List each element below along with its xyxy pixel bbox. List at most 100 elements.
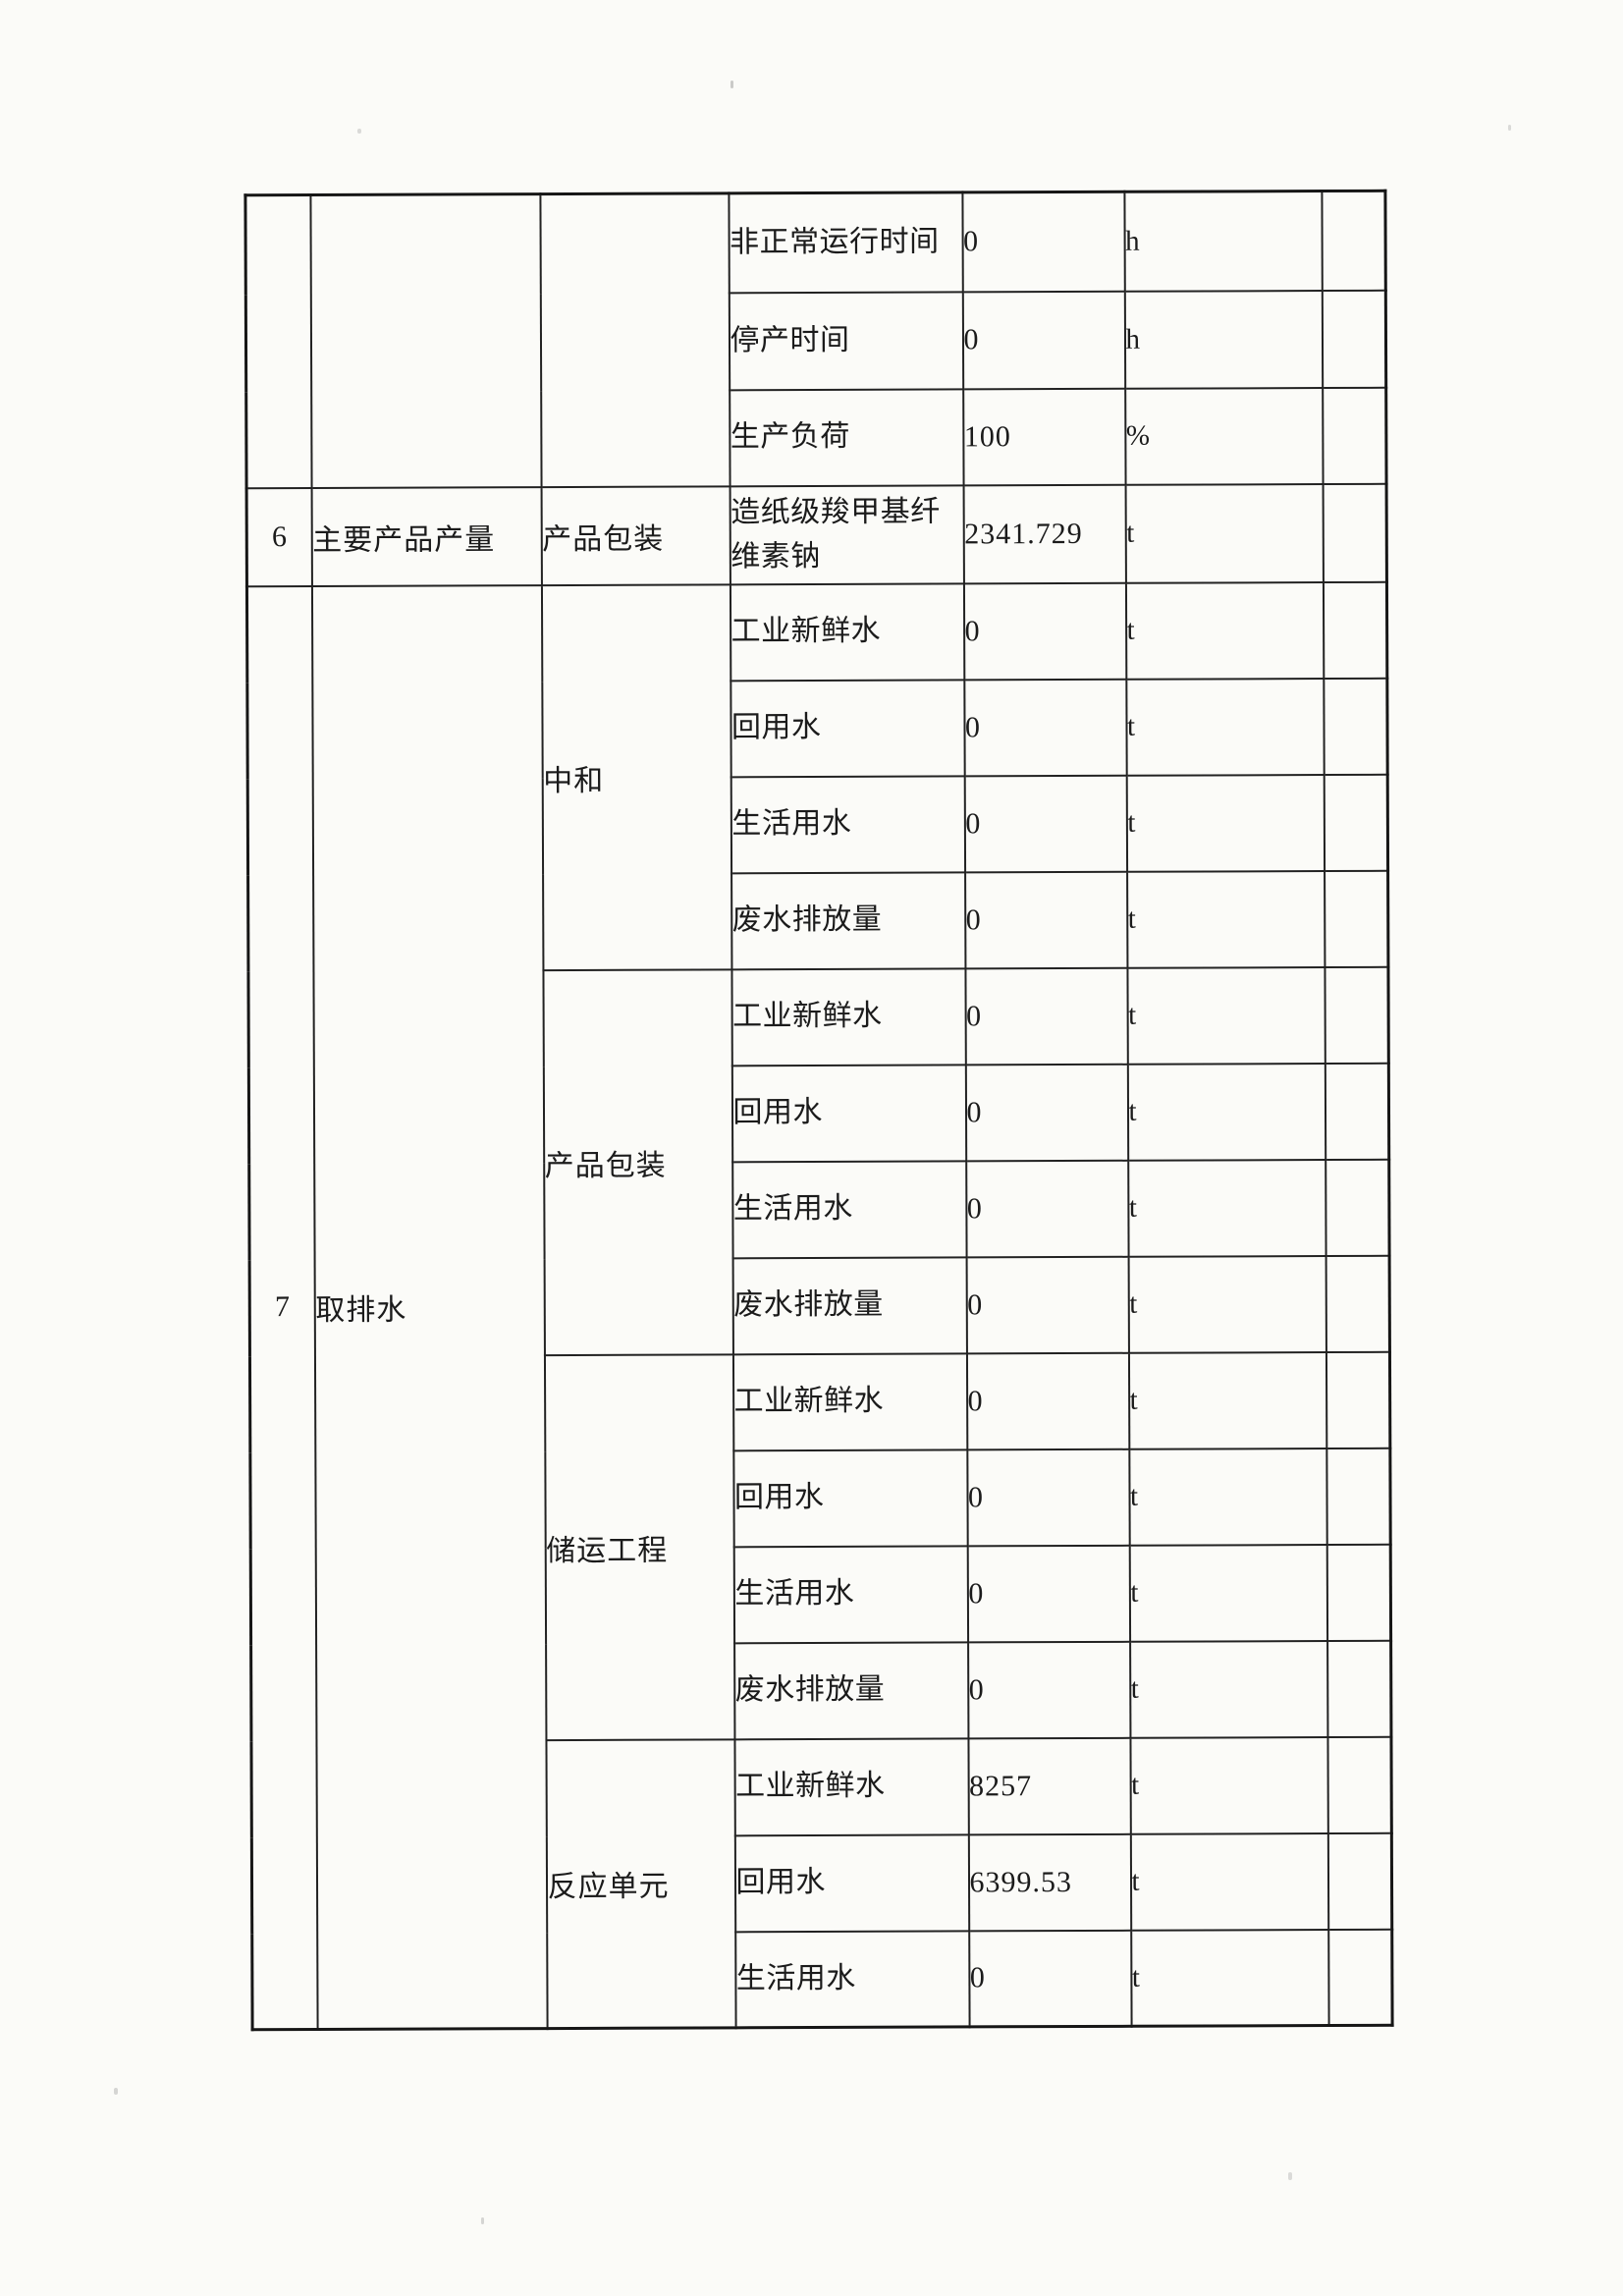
scan-speck — [357, 129, 361, 134]
group-cell: 储运工程 — [544, 1353, 734, 1740]
value-cell: 8257 — [967, 1737, 1131, 1834]
metric-label-cell: 停产时间 — [729, 291, 963, 390]
tail-cell-empty — [1326, 1544, 1391, 1641]
metric-label-cell: 回用水 — [731, 1064, 966, 1162]
category-cell: 取排水 — [311, 584, 548, 2030]
seq-cell: 6 — [246, 487, 312, 586]
unit-cell: t — [1125, 581, 1324, 680]
value-cell: 0 — [963, 582, 1126, 680]
tail-cell-empty — [1326, 1640, 1391, 1737]
tail-cell-empty — [1327, 1832, 1392, 1930]
unit-cell: t — [1125, 678, 1325, 776]
value-cell: 0 — [966, 1352, 1129, 1449]
table-row: 非正常运行时间 0 h — [244, 191, 1386, 488]
metric-label-cell: 废水排放量 — [733, 1641, 968, 1739]
metric-label-cell: 工业新鲜水 — [730, 582, 964, 681]
scan-speck — [481, 2217, 484, 2224]
value-cell: 0 — [967, 1545, 1130, 1642]
tail-cell-empty — [1324, 870, 1388, 967]
unit-cell: t — [1127, 1159, 1326, 1257]
metric-label-cell: 生产负荷 — [729, 388, 964, 486]
group-cell: 产品包装 — [541, 485, 730, 585]
value-cell: 0 — [964, 967, 1128, 1065]
value-cell: 0 — [961, 191, 1125, 292]
metric-label-cell: 非正常运行时间 — [728, 191, 963, 293]
unit-cell: t — [1126, 774, 1325, 872]
unit-cell: t — [1129, 1640, 1327, 1738]
value-cell: 2341.729 — [963, 484, 1126, 583]
group-cell-empty — [539, 192, 730, 487]
value-cell: 0 — [967, 1641, 1130, 1738]
tail-cell-empty — [1325, 1063, 1389, 1160]
scan-speck — [730, 81, 733, 88]
report-table-wrap: 非正常运行时间 0 h 停产时间 0 h 生产负荷 100 % 6 主要产品产量 — [243, 189, 1394, 2032]
tail-cell-empty — [1323, 678, 1388, 775]
metric-label-cell: 工业新鲜水 — [732, 1352, 967, 1450]
value-cell: 0 — [966, 1449, 1130, 1546]
metric-label-cell: 造纸级羧甲基纤维素钠 — [730, 484, 964, 584]
report-table: 非正常运行时间 0 h 停产时间 0 h 生产负荷 100 % 6 主要产品产量 — [243, 189, 1394, 2032]
tail-cell-empty — [1325, 1159, 1390, 1256]
category-cell-empty — [309, 193, 542, 488]
unit-cell: t — [1126, 966, 1325, 1065]
value-cell: 0 — [963, 679, 1127, 776]
metric-label-cell: 回用水 — [730, 679, 965, 777]
tail-cell-empty — [1325, 1255, 1390, 1352]
unit-cell: t — [1125, 483, 1324, 583]
metric-label-cell: 工业新鲜水 — [733, 1737, 969, 1835]
table-row: 6 主要产品产量 产品包装 造纸级羧甲基纤维素钠 2341.729 t — [246, 483, 1387, 586]
value-cell: 0 — [965, 1064, 1128, 1161]
metric-label-cell: 生活用水 — [733, 1545, 968, 1643]
tail-cell-empty — [1325, 1448, 1391, 1545]
unit-cell: t — [1126, 870, 1325, 968]
metric-label-cell: 工业新鲜水 — [730, 967, 966, 1066]
metric-label-cell: 生活用水 — [731, 1160, 967, 1258]
tail-cell-empty — [1323, 581, 1387, 679]
unit-cell: t — [1129, 1544, 1327, 1642]
tail-cell-empty — [1326, 1736, 1392, 1833]
unit-cell: h — [1124, 290, 1323, 389]
unit-cell: t — [1128, 1448, 1327, 1546]
group-cell: 产品包装 — [542, 968, 733, 1355]
tail-cell-empty — [1322, 290, 1386, 388]
value-cell: 0 — [966, 1256, 1129, 1353]
metric-label-cell: 回用水 — [732, 1449, 968, 1547]
value-cell: 100 — [962, 388, 1126, 485]
table-row: 7 取排水 中和 工业新鲜水 0 t — [246, 581, 1387, 2030]
metric-label-cell: 废水排放量 — [732, 1256, 967, 1354]
value-cell: 0 — [962, 291, 1125, 389]
unit-cell: t — [1127, 1063, 1325, 1161]
unit-cell: t — [1128, 1351, 1326, 1449]
seq-cell: 7 — [246, 585, 318, 2030]
scan-speck — [114, 2088, 118, 2095]
tail-cell-empty — [1322, 387, 1387, 484]
value-cell: 0 — [965, 1160, 1129, 1257]
group-cell: 中和 — [541, 583, 731, 970]
category-cell: 主要产品产量 — [311, 486, 542, 586]
unit-cell: t — [1128, 1255, 1326, 1353]
tail-cell-empty — [1324, 966, 1389, 1064]
metric-label-cell: 生活用水 — [734, 1930, 970, 2028]
tail-cell-empty — [1327, 1929, 1393, 2026]
metric-label-cell: 废水排放量 — [730, 871, 965, 969]
unit-cell: t — [1129, 1736, 1328, 1834]
tail-cell-empty — [1324, 774, 1388, 871]
unit-cell: t — [1130, 1832, 1328, 1931]
group-cell: 反应单元 — [545, 1738, 736, 2029]
unit-cell: t — [1130, 1929, 1329, 2027]
unit-cell: % — [1124, 387, 1324, 485]
metric-label-cell: 回用水 — [734, 1833, 969, 1932]
value-cell: 0 — [968, 1930, 1132, 2027]
unit-cell: h — [1123, 191, 1323, 292]
seq-cell-empty — [244, 194, 312, 488]
value-cell: 0 — [964, 871, 1127, 968]
tail-cell-empty — [1321, 191, 1386, 291]
value-cell: 6399.53 — [968, 1833, 1131, 1931]
metric-label-cell: 生活用水 — [730, 775, 965, 873]
value-cell: 0 — [964, 775, 1127, 872]
scan-speck — [1508, 125, 1511, 131]
tail-cell-empty — [1323, 483, 1387, 582]
scan-speck — [1288, 2172, 1292, 2180]
tail-cell-empty — [1325, 1351, 1390, 1449]
